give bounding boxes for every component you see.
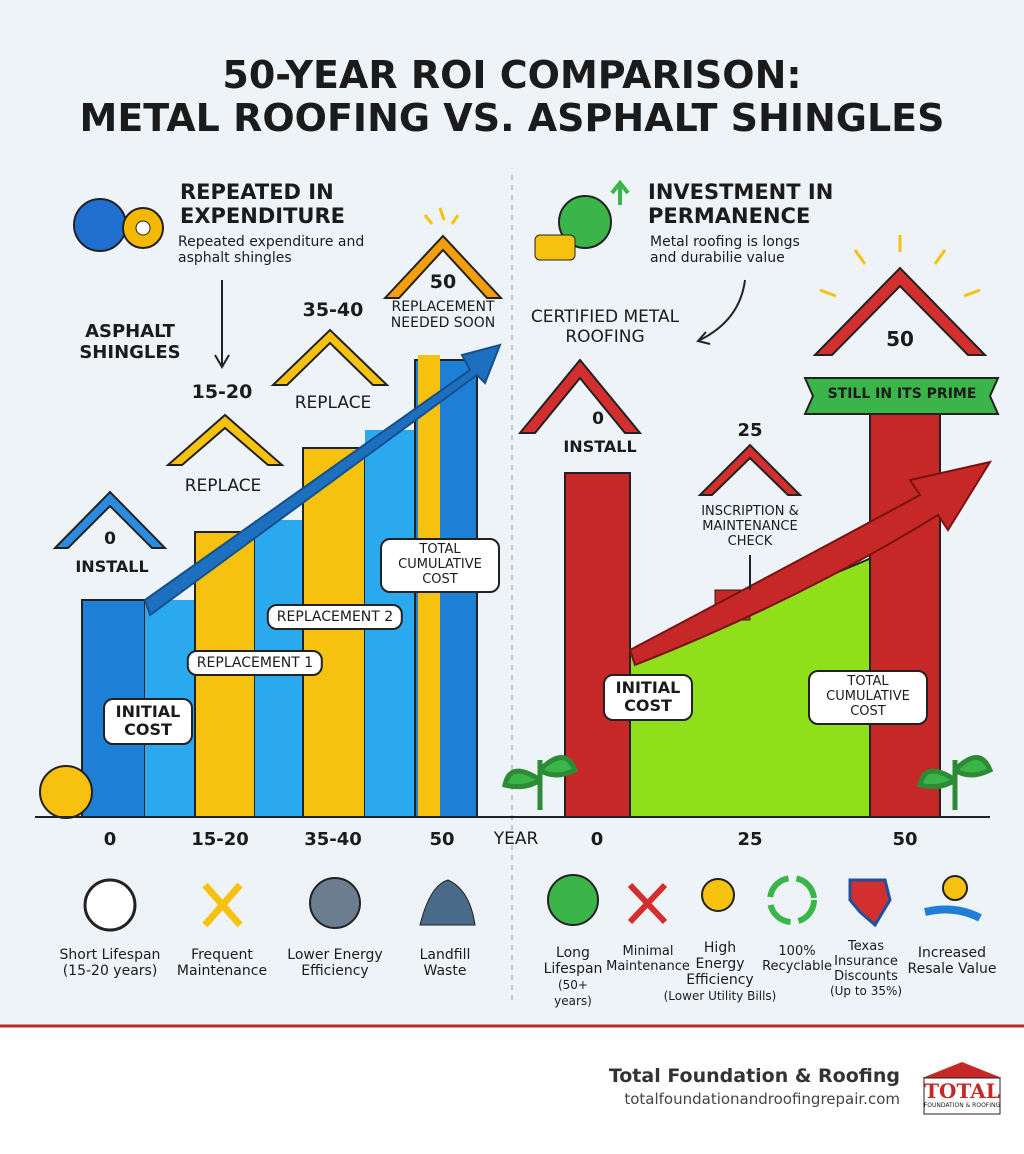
arrow [696,279,746,345]
series-label: ASPHALT SHINGLES [79,321,181,363]
house-year: 50 [429,271,457,293]
energy-icon [309,877,361,929]
rays [819,235,981,298]
feature-note: (Lower Utility Bills) [663,989,777,1004]
axis-title: YEAR [493,829,539,849]
feature-note: (Up to 35%) [829,983,903,998]
house-year: 0 [104,529,116,549]
feature-label: High Energy Efficiency [686,940,754,989]
series-label: CERTIFIED METAL ROOFING [530,307,680,347]
check-icon [547,874,599,926]
house-label: REPLACE [294,393,372,413]
x-label: 35-40 [304,829,362,850]
x-label: 50 [429,829,455,850]
clock-icon [83,878,137,932]
bar [302,447,366,818]
arrow [214,280,230,369]
up-arrow [610,179,630,205]
callout: INITIAL COST [603,674,693,721]
logo-box [923,1077,1001,1115]
bulb-icon [701,878,735,912]
trend-arrow [143,343,502,617]
bar [564,472,631,818]
texas-icon [848,878,892,928]
tools-icon [202,882,243,928]
roof [517,358,643,434]
feature: 100% Recyclable [762,944,832,974]
subtext: Metal roofing is longs and durabilie val… [650,234,800,267]
footer-bg [0,1027,1024,1154]
house-year: 0 [592,409,604,429]
callout: INITIAL COST [103,698,193,745]
house-year: 35-40 [302,299,364,321]
logo-text: TOTAL [924,1079,1000,1103]
rays [423,207,460,225]
money-bag [73,198,127,252]
roof [812,266,988,356]
house-label: INSCRIPTION & MAINTENANCE CHECK [701,504,799,549]
callout: TOTAL CUMULATIVE COST [808,670,928,725]
banner-label: STILL IN ITS PRIME [827,386,977,402]
title-line: METAL ROOFING VS. ASPHALT SHINGLES [79,96,945,140]
bar [869,399,941,818]
title-line: 50-YEAR ROI COMPARISON: [222,53,802,97]
logo-roof [922,1062,1002,1078]
heading: REPEATED IN EXPENDITURE [180,180,345,229]
feature-label: Texas Insurance Discounts [834,939,898,984]
x-label: 0 [103,829,117,850]
feature: Increased Resale Value [907,945,997,978]
url: totalfoundationandroofingrepair.com [624,1090,900,1108]
feature-note: (50+ years) [554,978,592,1009]
x-label: 15-20 [191,829,249,850]
house-label: INSTALL [563,437,637,456]
money-bag [39,765,93,819]
callout: TOTAL CUMULATIVE COST [380,538,500,593]
tree [917,755,994,810]
callout: REPLACEMENT 2 [266,604,404,631]
tools-icon [627,882,668,925]
house-year: 25 [737,420,763,441]
house-year: 15-20 [191,381,253,403]
coins [534,234,576,261]
coin-icon [942,875,968,901]
feature: Frequent Maintenance [176,947,268,980]
house-year: 50 [886,327,914,351]
subtext: Repeated expenditure and asphalt shingle… [178,234,365,267]
feature: Lower Energy Efficiency [287,947,383,980]
feature: Short Lifespan (15-20 years) [59,947,161,980]
roof [165,413,285,466]
banner [803,377,1000,415]
roof [270,328,390,386]
x-label: 50 [892,829,918,850]
gear-hole [135,220,151,236]
heading: INVESTMENT IN PERMANENCE [648,180,834,229]
house-label: INSTALL [75,557,149,576]
x-label: 25 [737,829,763,850]
house-label: REPLACE [184,476,262,496]
roof [52,490,168,549]
logo-sub: FOUNDATION & ROOFING [923,1102,1001,1109]
x-label: 0 [590,829,604,850]
recycle-icon [767,875,817,925]
company: Total Foundation & Roofing [608,1065,900,1087]
feature: Minimal Maintenance [606,944,690,974]
feature: Texas Insurance Discounts (Up to 35%) [826,939,906,1000]
tree [502,755,579,810]
feature: High Energy Efficiency (Lower Utility Bil… [655,940,785,1004]
feature-label: Long Lifespan [543,945,603,978]
feature: Landfill Waste [419,947,471,980]
hand-icon [924,905,982,922]
feature: Long Lifespan (50+ years) [538,945,608,1009]
roof [382,234,504,299]
waste-icon [419,879,476,926]
roof [697,443,803,496]
callout: REPLACEMENT 1 [186,650,324,677]
trend-arrow [628,460,993,667]
house-label: REPLACEMENT NEEDED SOON [390,299,496,332]
